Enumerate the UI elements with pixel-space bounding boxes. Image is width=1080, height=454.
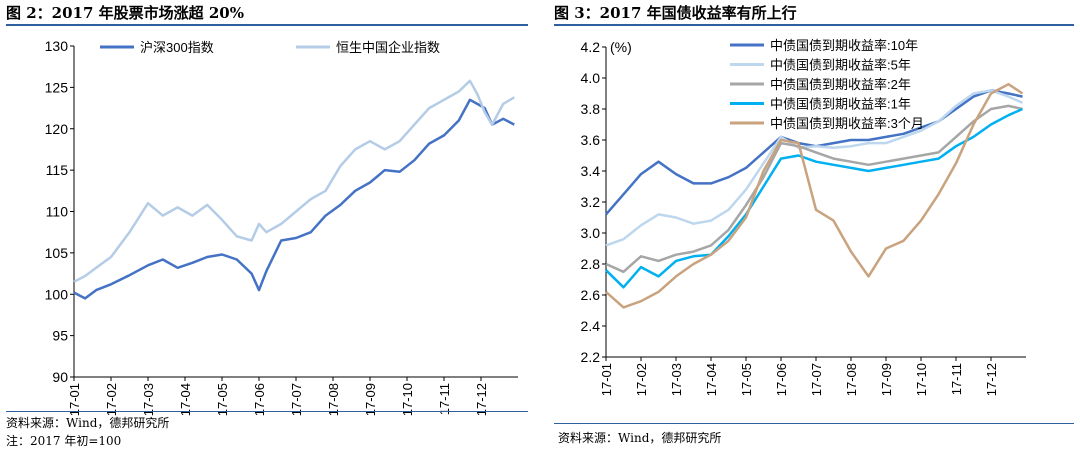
y-tick-label: 4.0 <box>581 70 601 86</box>
legend-label-2: 中债国债到期收益率:5年 <box>770 58 911 73</box>
x-tick-label: 17-03 <box>669 363 684 396</box>
x-tick-label: 17-04 <box>178 383 193 416</box>
left-chart: 90 95 100 105 110 115 120 125 130 17-01 17-02 17-03… <box>45 38 518 416</box>
y-tick-label: 125 <box>45 79 69 95</box>
x-tick-label: 17-09 <box>363 383 378 416</box>
x-tick-label: 17-06 <box>774 363 789 396</box>
left-title-rule <box>6 24 528 26</box>
x-tick-label: 17-07 <box>809 363 824 396</box>
right-chart: 2.2 2.4 2.6 2.8 3.0 3.2 3.4 3.6 3.8 4.0 4.2 (%) 17-0… <box>581 38 1026 396</box>
series-line-2 <box>73 79 515 283</box>
x-tick-label: 17-10 <box>914 363 929 396</box>
legend-label-5: 中债国债到期收益率:3个月 <box>770 116 924 131</box>
y-tick-label: 3.4 <box>581 163 601 179</box>
y-tick-label: 3.6 <box>581 132 601 148</box>
legend-label-1: 沪深300指数 <box>140 40 214 55</box>
x-tick-label: 17-02 <box>634 363 649 396</box>
x-tick-label: 17-12 <box>474 383 489 416</box>
left-note: 注：2017 年初=100 <box>6 434 122 448</box>
y-tick-label: 2.8 <box>581 256 601 272</box>
series-line-1 <box>73 98 515 300</box>
x-tick-label: 17-07 <box>289 383 304 416</box>
right-title-rule <box>554 24 1074 26</box>
x-tick-label: 17-03 <box>141 383 156 416</box>
y-tick-label: 120 <box>45 121 69 137</box>
left-bottom-rule <box>6 411 528 412</box>
x-tick-label: 17-08 <box>844 363 859 396</box>
y-tick-label: 95 <box>52 328 68 344</box>
legend-label-4: 中债国债到期收益率:1年 <box>770 97 911 112</box>
right-source: 资料来源：Wind，德邦研究所 <box>558 431 722 445</box>
y-tick-label: 90 <box>52 369 68 385</box>
right-chart-title: 图 3：2017 年国债收益率有所上行 <box>554 4 797 22</box>
x-tick-label: 17-12 <box>984 363 999 396</box>
x-tick-label: 17-08 <box>326 383 341 416</box>
left-source: 资料来源：Wind，德邦研究所 <box>6 416 170 430</box>
y-tick-label: 100 <box>45 286 69 302</box>
left-chart-title: 图 2：2017 年股票市场涨超 20% <box>6 4 244 22</box>
legend-label-3: 中债国债到期收益率:2年 <box>770 77 911 92</box>
y-tick-label: 115 <box>46 162 69 178</box>
y-tick-label: 3.0 <box>581 225 601 241</box>
x-tick-label: 17-10 <box>400 383 415 416</box>
x-tick-label: 17-06 <box>252 383 267 416</box>
x-tick-label: 17-02 <box>104 383 119 416</box>
y-tick-label: 130 <box>45 38 69 54</box>
x-tick-label: 17-09 <box>879 363 894 396</box>
y-tick-label: 105 <box>45 245 69 261</box>
y-tick-label: 3.8 <box>581 101 601 117</box>
y-tick-label: 2.6 <box>581 287 601 303</box>
series-line-4 <box>605 107 1024 289</box>
right-bottom-rule <box>554 423 1074 424</box>
y-tick-label: 2.2 <box>581 349 601 365</box>
series-line-3 <box>605 104 1023 274</box>
y-tick-label: 2.4 <box>581 318 601 334</box>
x-tick-label: 17-05 <box>215 383 230 416</box>
x-tick-label: 17-05 <box>739 363 754 396</box>
y-axis-label: (%) <box>610 39 632 55</box>
y-tick-label: 4.2 <box>581 39 601 55</box>
y-tick-label: 3.2 <box>581 194 601 210</box>
legend-label-1: 中债国债到期收益率:10年 <box>770 38 918 53</box>
series-line-2 <box>605 89 1024 247</box>
x-tick-label: 17-11 <box>437 383 452 415</box>
x-tick-label: 17-11 <box>949 363 964 395</box>
x-tick-label: 17-01 <box>67 383 82 416</box>
x-tick-label: 17-01 <box>599 363 614 396</box>
series-line-5 <box>605 82 1024 309</box>
x-tick-label: 17-04 <box>704 363 719 396</box>
y-tick-label: 110 <box>46 204 69 220</box>
legend-label-2: 恒生中国企业指数 <box>336 40 440 55</box>
